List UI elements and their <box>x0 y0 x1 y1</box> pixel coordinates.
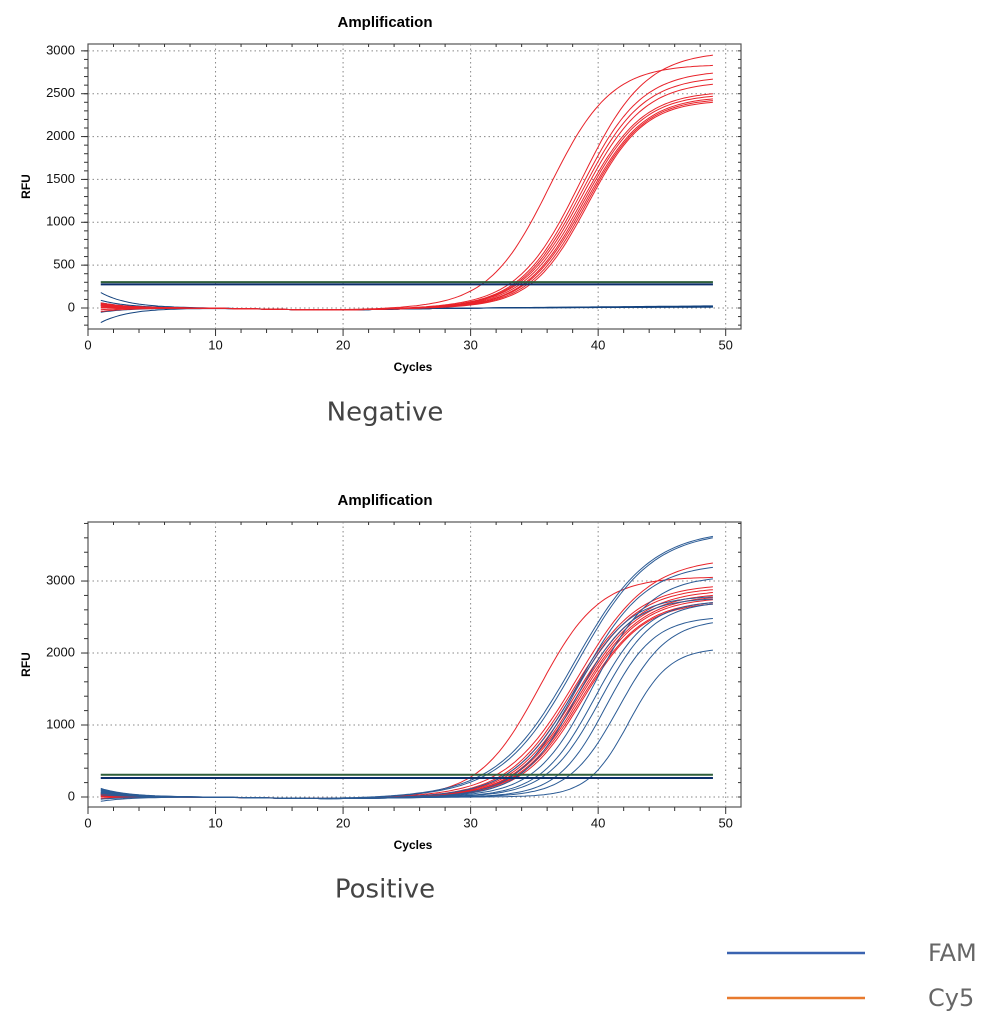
y-axis-label: RFU <box>19 652 33 677</box>
chart-caption: Negative <box>327 398 444 428</box>
x-axis-label: Cycles <box>394 838 433 852</box>
y-tick-label: 2500 <box>46 85 75 100</box>
legend-label-fam: FAM <box>928 939 977 967</box>
y-tick-label: 1000 <box>46 716 75 731</box>
chart-title: Amplification <box>337 14 432 31</box>
legend-label-cy5: Cy5 <box>928 984 974 1012</box>
x-tick-label: 10 <box>208 337 222 352</box>
amplification-curve-fam <box>100 649 713 802</box>
y-tick-label: 500 <box>53 257 75 272</box>
chart-title: Amplification <box>337 492 432 509</box>
y-tick-label: 0 <box>68 299 75 314</box>
x-tick-label: 50 <box>718 337 732 352</box>
x-tick-label: 20 <box>336 815 350 830</box>
y-axis-label: RFU <box>19 174 33 199</box>
chart-caption: Positive <box>335 875 435 905</box>
y-tick-label: 3000 <box>46 42 75 57</box>
y-tick-label: 2000 <box>46 128 75 143</box>
plot-frame <box>87 521 742 808</box>
x-tick-label: 50 <box>718 815 732 830</box>
x-tick-label: 0 <box>84 815 91 830</box>
x-tick-label: 40 <box>591 337 605 352</box>
plot-frame <box>87 43 742 330</box>
y-tick-label: 0 <box>68 788 75 803</box>
x-tick-label: 30 <box>463 337 477 352</box>
amplification-curve-cy5 <box>100 101 713 311</box>
legend: FAM Cy5 <box>727 939 977 1012</box>
y-tick-label: 1500 <box>46 171 75 186</box>
x-axis-label: Cycles <box>394 360 433 374</box>
x-tick-label: 0 <box>84 337 91 352</box>
amplification-chart-negative: Amplification Cycles RFU Negative 0 10 20 30 40 5… <box>19 14 742 428</box>
amplification-chart-positive: Amplification Cycles RFU Positive 0 10 20 30 40 5… <box>19 492 742 905</box>
y-tick-label: 3000 <box>46 572 75 587</box>
x-tick-label: 10 <box>208 815 222 830</box>
y-tick-label: 1000 <box>46 214 75 229</box>
x-tick-label: 20 <box>336 337 350 352</box>
y-tick-label: 2000 <box>46 644 75 659</box>
x-tick-label: 30 <box>463 815 477 830</box>
x-tick-label: 40 <box>591 815 605 830</box>
